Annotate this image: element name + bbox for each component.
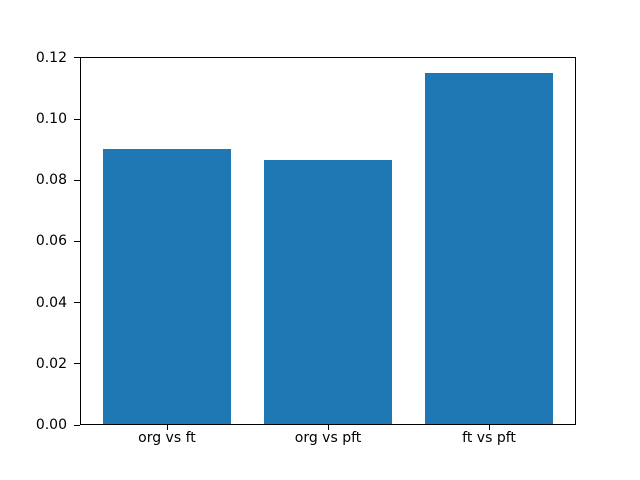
y-tick-label: 0.12	[35, 49, 67, 66]
y-tick-label: 0.00	[35, 417, 67, 433]
y-tick-mark	[74, 240, 80, 242]
y-tick-label: 0.08	[35, 172, 67, 189]
y-tick-label: 0.02	[35, 355, 67, 372]
x-tick-mark	[489, 425, 491, 430]
x-tick-label: org vs ft	[138, 430, 196, 446]
plot-area	[80, 57, 576, 425]
y-tick-mark	[74, 118, 80, 120]
y-tick-mark	[74, 302, 80, 304]
bar-org-vs-pft	[263, 160, 393, 424]
y-tick-label: 0.04	[35, 294, 67, 311]
bar-ft-vs-pft	[424, 73, 554, 424]
y-tick-label: 0.06	[35, 233, 67, 250]
y-tick-label: 0.10	[35, 111, 67, 128]
y-tick-mark	[74, 179, 80, 181]
y-tick-mark	[74, 363, 80, 365]
x-tick-label: org vs pft	[294, 430, 362, 446]
y-tick-mark	[74, 424, 80, 426]
x-tick-mark	[328, 425, 329, 430]
x-tick-label: ft vs pft	[462, 430, 516, 446]
bar-org-vs-ft	[102, 149, 232, 424]
x-tick-mark	[166, 425, 168, 430]
y-tick-mark	[74, 57, 80, 59]
